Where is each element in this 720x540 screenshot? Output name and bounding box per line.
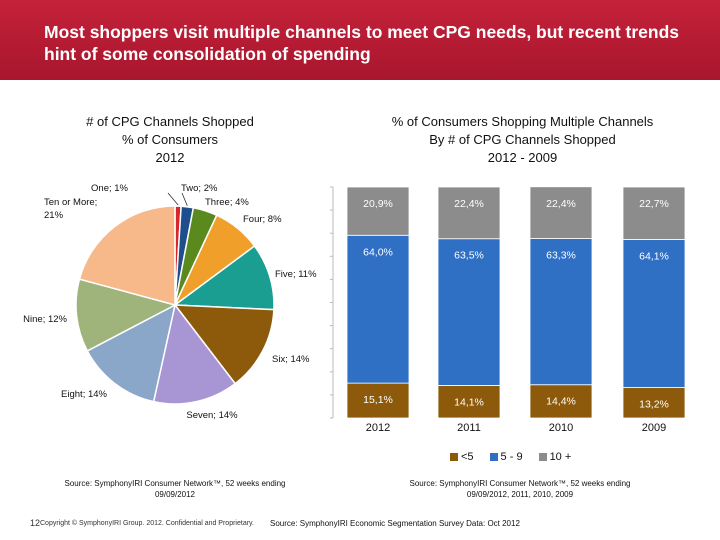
pie-slice-label: Seven; 14% <box>186 410 238 421</box>
pie-title-line: 2012 <box>155 150 185 165</box>
bar-data-label: 14,4% <box>546 396 576 408</box>
legend-label: 5 - 9 <box>500 451 523 463</box>
pie-slice-label: Three; 4% <box>205 197 249 208</box>
bar-category-label: 2010 <box>549 422 573 434</box>
bar-data-label: 63,3% <box>546 250 576 262</box>
bar-segment <box>622 239 686 388</box>
pie-slice-label: Two; 2% <box>181 183 218 194</box>
pie-source-note: Source: SymphonyIRI Consumer Network™, 5… <box>64 479 286 499</box>
pie-slice-label: Six; 14% <box>272 354 310 365</box>
bar-category-label: 2009 <box>642 422 666 434</box>
bar-title-line: By # of CPG Channels Shopped <box>429 132 616 147</box>
bar-data-label: 64,1% <box>639 250 669 262</box>
bar-data-label: 63,5% <box>454 250 484 262</box>
bar-data-label: 20,9% <box>363 198 393 210</box>
bar-data-label: 22,4% <box>454 198 484 210</box>
bar-segment <box>529 238 593 386</box>
bar-title-line: % of Consumers Shopping Multiple Channel… <box>391 114 654 129</box>
pie-slice <box>75 278 178 352</box>
bar-data-label: 22,4% <box>546 198 576 210</box>
page-number: 12 <box>30 518 41 528</box>
legend-item: 10 + <box>538 451 572 463</box>
pie-slice-label: Nine; 12% <box>23 314 67 325</box>
legend-item: 5 - 9 <box>489 451 523 463</box>
slide-title: Most shoppers visit multiple channels to… <box>44 22 679 64</box>
bar-data-label: 14,1% <box>454 396 484 408</box>
pie-slice-label: Eight; 14% <box>61 389 107 400</box>
pie-slice <box>152 303 237 405</box>
pie-slice <box>173 304 275 385</box>
pie-slice <box>78 205 176 306</box>
pie-slice-label: One; 1% <box>91 183 129 194</box>
pie-slice <box>172 245 275 311</box>
bar-legend: <5 5 - 9 10 + <box>450 451 571 463</box>
bar-segment <box>437 385 501 419</box>
bar-segment <box>622 387 686 419</box>
pie-leader-line <box>181 192 188 206</box>
survey-source-note: Source: SymphonyIRI Economic Segmentatio… <box>270 519 520 528</box>
legend-swatch <box>450 453 458 461</box>
bar-data-label: 22,7% <box>639 198 669 210</box>
bar-source-note: Source: SymphonyIRI Consumer Network™, 5… <box>409 479 631 499</box>
pie-chart-title: # of CPG Channels Shopped % of Consumers… <box>40 113 300 167</box>
legend-label: 10 + <box>549 451 572 463</box>
legend-label: <5 <box>461 451 474 463</box>
legend-swatch <box>489 453 498 461</box>
bar-category-label: 2012 <box>366 422 390 434</box>
legend-item: <5 <box>450 451 474 463</box>
title-banner: Most shoppers visit multiple channels to… <box>0 0 720 80</box>
bar-chart-title: % of Consumers Shopping Multiple Channel… <box>350 113 695 167</box>
pie-slice-label: Four; 8% <box>243 214 282 225</box>
pie-slice-label: Five; 11% <box>275 269 317 280</box>
bar-category-label: 2011 <box>457 422 481 434</box>
bar-data-label: 15,1% <box>363 394 393 406</box>
bar-segment <box>529 186 593 239</box>
copyright-note: Copyright © SymphonyIRI Group. 2012. Con… <box>40 520 254 527</box>
bar-title-line: 2012 - 2009 <box>487 150 558 165</box>
bar-segment <box>437 238 501 386</box>
pie-slice-label: Ten or More; <box>44 197 97 208</box>
bar-segment <box>437 186 501 240</box>
bar-segment <box>529 384 593 419</box>
pie-slice-label: 21% <box>44 210 64 221</box>
pie-title-line: # of CPG Channels Shopped <box>86 114 254 129</box>
bar-segment <box>346 234 410 384</box>
pie-leader-line <box>167 192 179 206</box>
bar-segment <box>346 382 410 419</box>
legend-swatch <box>538 453 547 461</box>
pie-title-line: % of Consumers <box>121 132 219 147</box>
bar-segment <box>346 186 410 236</box>
bar-segment <box>622 186 686 240</box>
bar-data-label: 64,0% <box>363 246 393 258</box>
bar-data-label: 13,2% <box>639 399 669 411</box>
pie-slice <box>86 303 177 403</box>
